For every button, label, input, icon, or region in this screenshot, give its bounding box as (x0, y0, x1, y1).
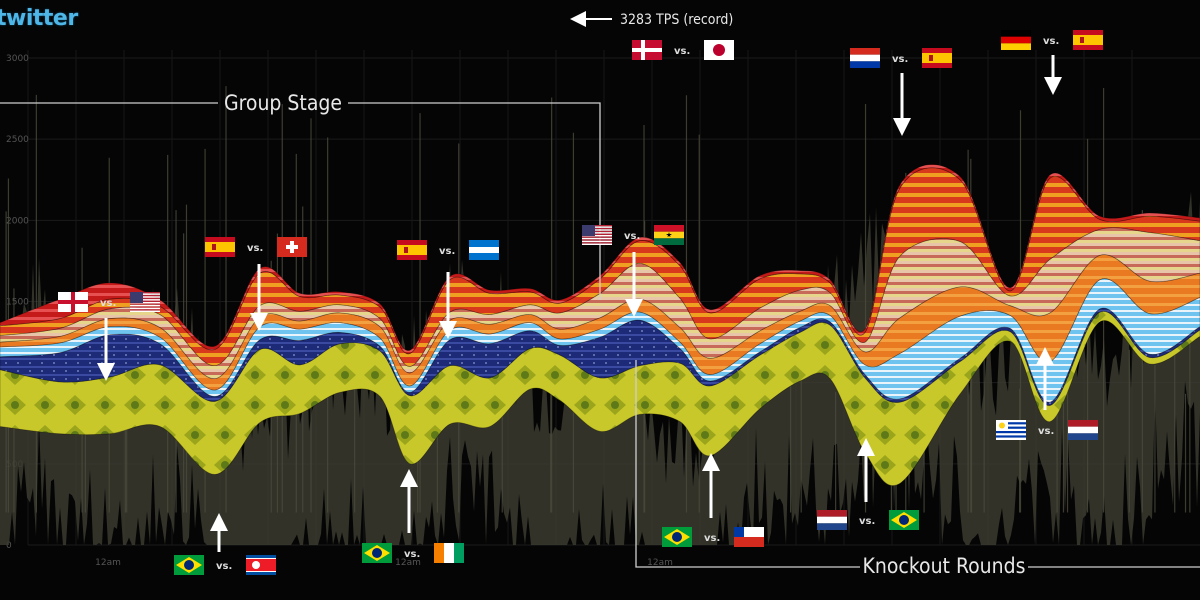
vs-label: vs. (404, 549, 420, 560)
y-tick-label: 2000 (6, 216, 29, 226)
flag-chile-icon (734, 527, 764, 547)
stream-layer-brazil (0, 310, 1200, 486)
x-tick-label: 12am (395, 558, 421, 568)
vs-label: vs. (892, 54, 908, 65)
vs-label: vs. (216, 561, 232, 572)
flag-switzerland-icon (277, 237, 307, 257)
flag-spain-icon (1073, 30, 1103, 50)
flag-ghana-icon (654, 225, 684, 245)
vs-label: vs. (439, 246, 455, 257)
match-brazil-vs-ivory-coast: vs. (362, 469, 464, 563)
match-paraguay-vs-spain: vs. (850, 48, 952, 136)
x-tick-label: 12am (95, 558, 121, 568)
flag-spain-icon (922, 48, 952, 68)
match-germany-vs-spain: vs. (1001, 30, 1103, 95)
vs-label: vs. (859, 516, 875, 527)
twitter-logo: twitter (0, 6, 78, 31)
knockout-rounds-label: Knockout Rounds (863, 554, 1026, 578)
flag-spain-icon (205, 237, 235, 257)
knockout-bracket: Knockout Rounds (635, 360, 1200, 578)
flag-ivory-coast-icon (434, 543, 464, 563)
x-tick-label: 12am (647, 558, 673, 568)
flag-uruguay-icon (996, 420, 1026, 440)
y-tick-label: 1500 (6, 298, 29, 308)
vs-label: vs. (1038, 426, 1054, 437)
match-brazil-vs-north-korea: vs. (174, 513, 276, 575)
match-denmark-vs-japan: vs. (632, 40, 734, 60)
flag-spain-icon (397, 240, 427, 260)
flag-north-korea-icon (246, 555, 276, 575)
match-annotations: vs. vs. vs. vs. vs. vs. vs. vs. vs. vs. vs. vs. (58, 30, 1103, 575)
flag-brazil-icon (889, 510, 919, 530)
y-tick-label: 0 (6, 541, 12, 551)
flag-england-icon (58, 292, 88, 312)
vs-label: vs. (1043, 36, 1059, 47)
flag-paraguay-icon (850, 48, 880, 68)
flag-brazil-icon (174, 555, 204, 575)
flag-usa-icon (582, 225, 612, 245)
y-tick-label: 3000 (6, 54, 29, 64)
stream-layer-eng (0, 164, 1200, 354)
group-stage-label: Group Stage (224, 91, 342, 115)
match-brazil-vs-chile: vs. (662, 453, 764, 547)
stage-brackets: Group Stage Knockout Rounds 3283 TPS (reco… (0, 11, 1200, 578)
match-usa-vs-ghana: vs. (582, 225, 684, 317)
match-uruguay-vs-netherlands: vs. (996, 347, 1098, 440)
flag-brazil-icon (662, 527, 692, 547)
match-spain-vs-switzerland: vs. (205, 237, 307, 331)
group-stage-bracket: Group Stage (0, 91, 601, 300)
x-axis: 12am 12am 12am (95, 558, 673, 568)
vs-label: vs. (704, 533, 720, 544)
flag-denmark-icon (632, 40, 662, 60)
vs-label: vs. (624, 231, 640, 242)
match-england-vs-usa: vs. (58, 292, 160, 381)
record-annotation: 3283 TPS (record) (570, 11, 733, 28)
vs-label: vs. (674, 46, 690, 57)
y-tick-label: 2500 (6, 135, 29, 145)
match-spain-vs-honduras: vs. (397, 240, 499, 339)
flag-netherlands-icon (1068, 420, 1098, 440)
flag-netherlands-icon (817, 510, 847, 530)
flag-usa-icon (130, 292, 160, 312)
match-netherlands-vs-brazil: vs. (817, 438, 919, 530)
flag-germany-icon (1001, 30, 1031, 50)
flag-honduras-icon (469, 240, 499, 260)
flag-brazil-icon (362, 543, 392, 563)
record-label: 3283 TPS (record) (620, 12, 733, 28)
flag-japan-icon (704, 40, 734, 60)
vs-label: vs. (100, 298, 116, 309)
vs-label: vs. (247, 243, 263, 254)
